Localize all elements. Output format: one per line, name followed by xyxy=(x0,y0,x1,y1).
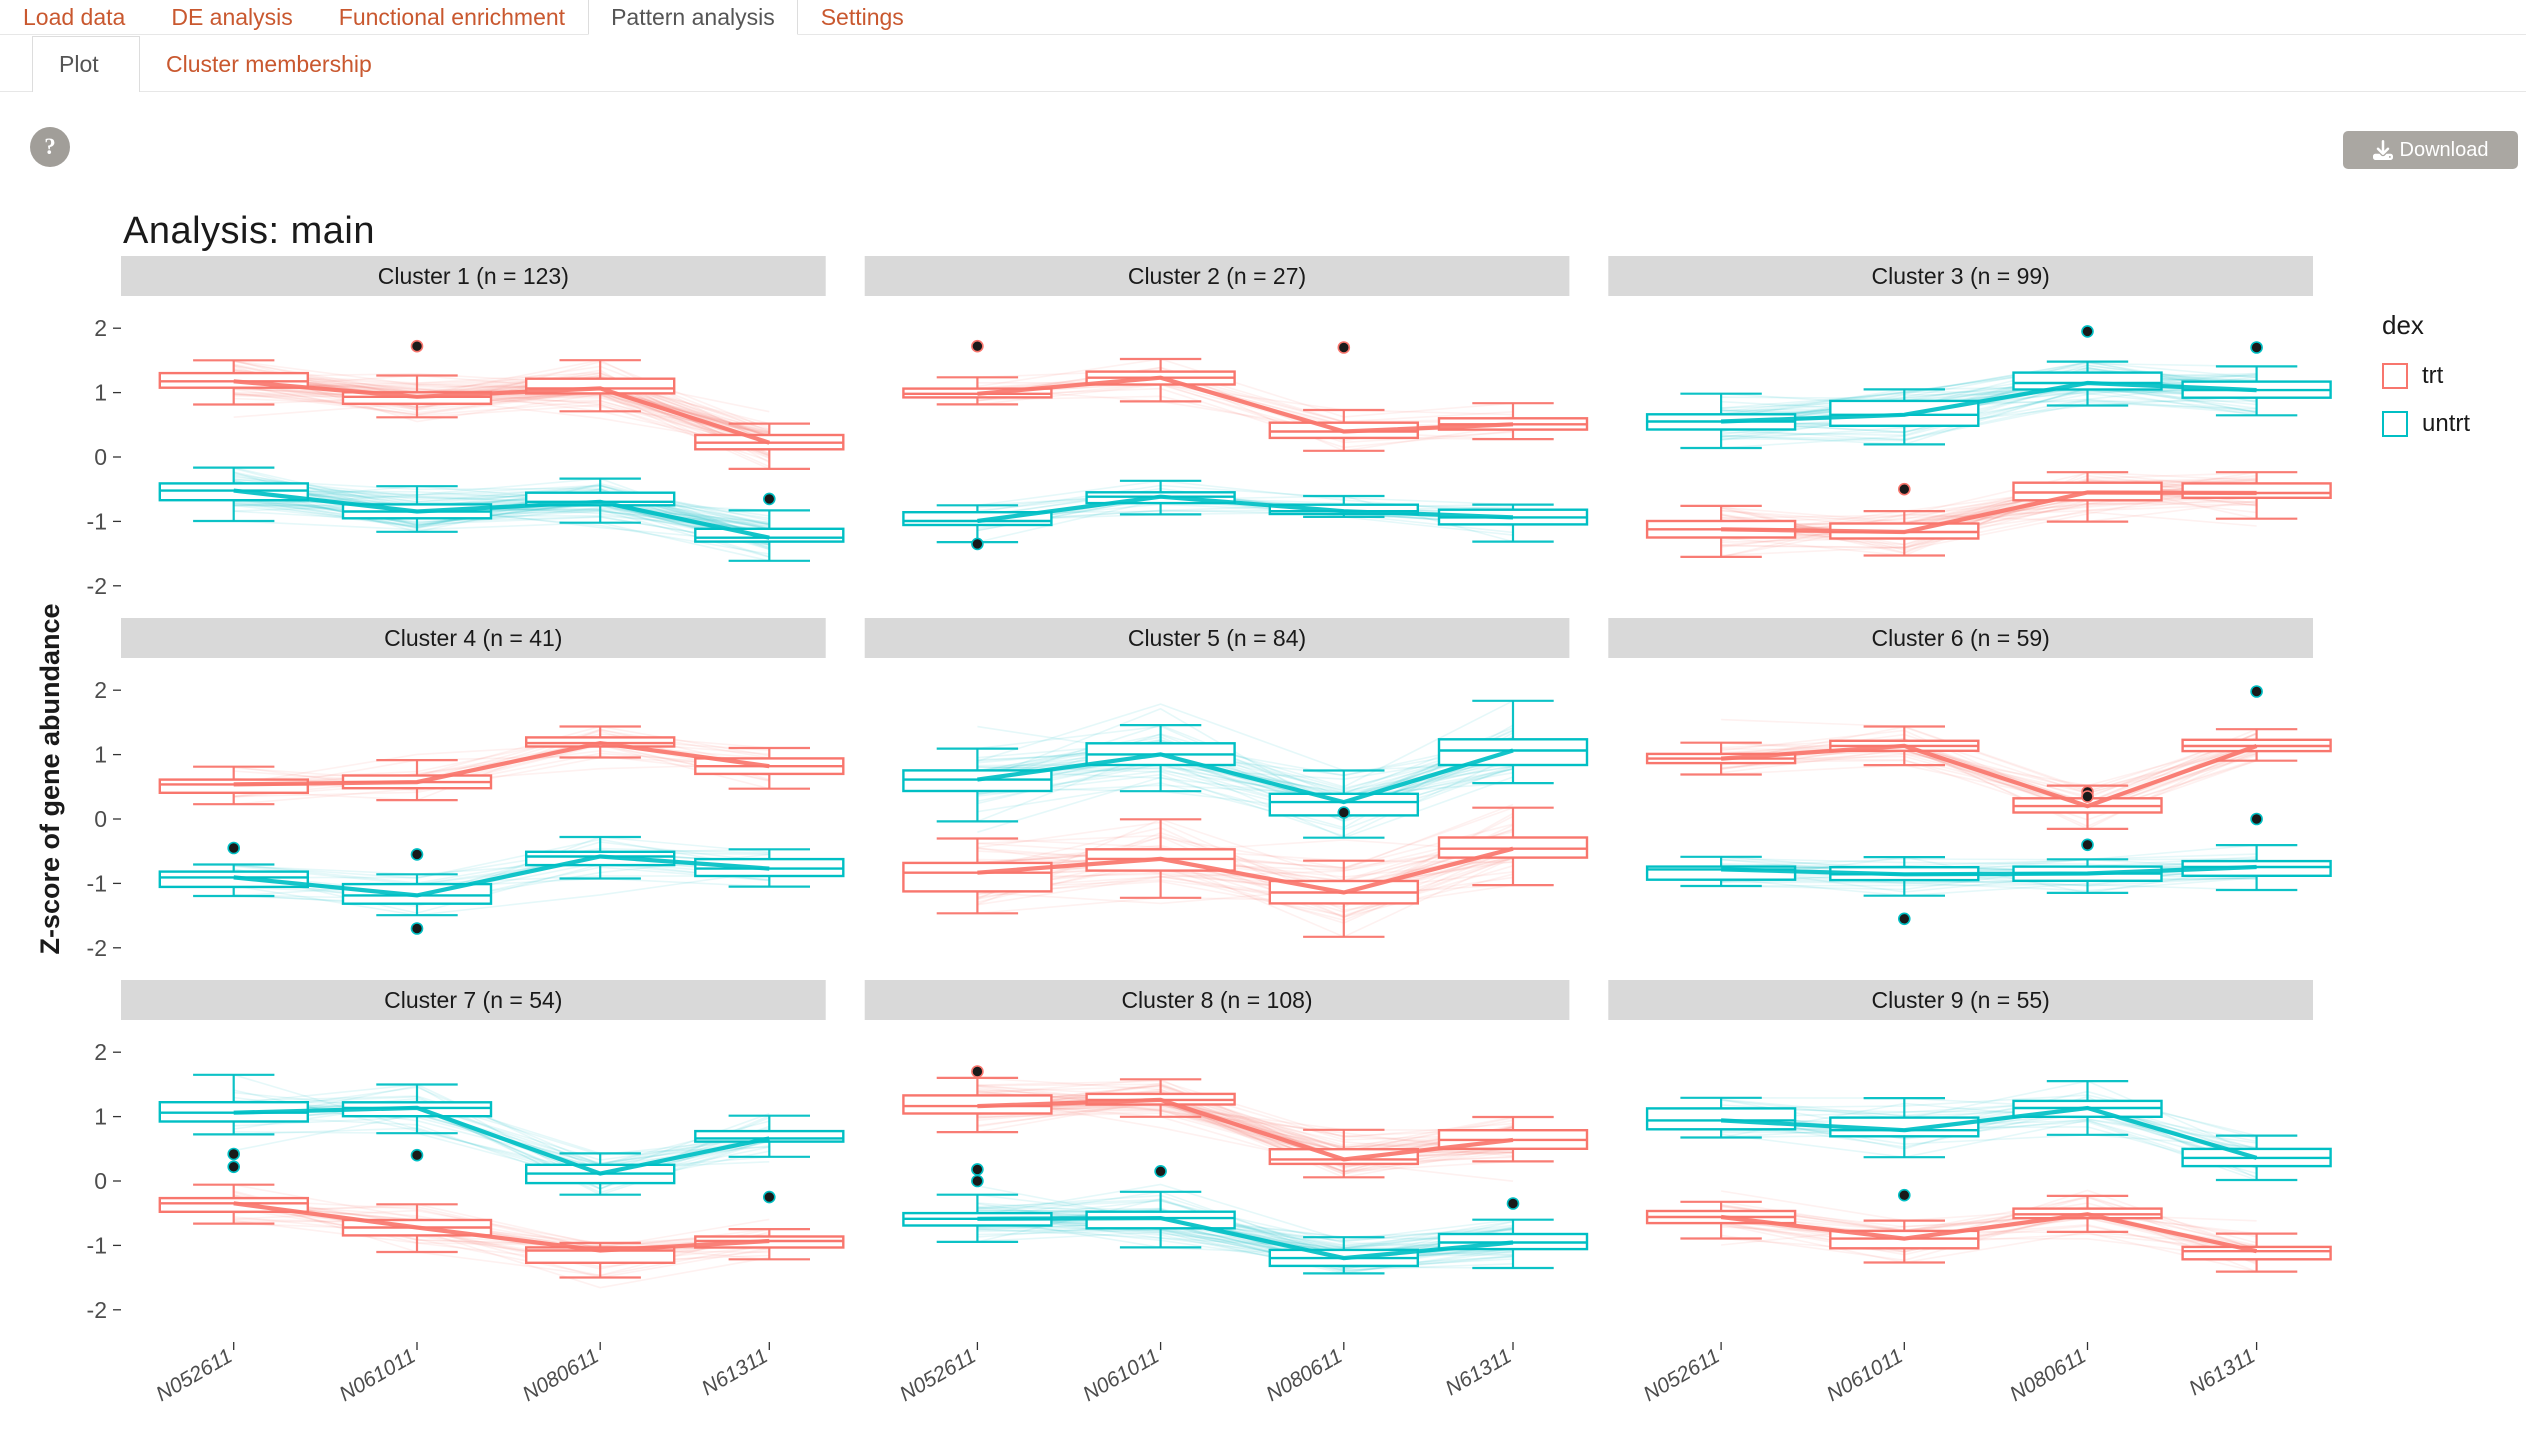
svg-text:1: 1 xyxy=(94,742,107,768)
svg-text:-2: -2 xyxy=(87,1297,107,1323)
svg-text:N061011: N061011 xyxy=(1823,1344,1907,1406)
svg-text:Cluster 2 (n = 27): Cluster 2 (n = 27) xyxy=(1128,263,1306,289)
svg-text:1: 1 xyxy=(94,1104,107,1130)
svg-text:N052611: N052611 xyxy=(1640,1344,1724,1406)
svg-text:Cluster 4 (n = 41): Cluster 4 (n = 41) xyxy=(384,625,562,651)
svg-text:-1: -1 xyxy=(87,508,107,534)
svg-text:N061011: N061011 xyxy=(336,1344,420,1406)
svg-text:N080611: N080611 xyxy=(2006,1344,2090,1406)
svg-text:0: 0 xyxy=(94,806,107,832)
svg-text:N080611: N080611 xyxy=(1262,1344,1346,1406)
svg-text:N61311: N61311 xyxy=(698,1344,772,1400)
svg-text:-2: -2 xyxy=(87,573,107,599)
svg-text:N61311: N61311 xyxy=(2185,1344,2259,1400)
svg-text:N080611: N080611 xyxy=(519,1344,603,1406)
svg-text:Cluster 5 (n = 84): Cluster 5 (n = 84) xyxy=(1128,625,1306,651)
svg-text:Cluster 7 (n = 54): Cluster 7 (n = 54) xyxy=(384,987,562,1013)
svg-text:N052611: N052611 xyxy=(152,1344,236,1406)
svg-text:Cluster 1 (n = 123): Cluster 1 (n = 123) xyxy=(378,263,569,289)
svg-text:-2: -2 xyxy=(87,935,107,961)
svg-text:2: 2 xyxy=(94,315,107,341)
svg-text:-1: -1 xyxy=(87,1232,107,1258)
svg-text:0: 0 xyxy=(94,444,107,470)
svg-text:N61311: N61311 xyxy=(1442,1344,1516,1400)
svg-text:N061011: N061011 xyxy=(1079,1344,1163,1406)
svg-text:N052611: N052611 xyxy=(896,1344,980,1406)
svg-text:-1: -1 xyxy=(87,870,107,896)
svg-text:0: 0 xyxy=(94,1168,107,1194)
svg-text:Cluster 6 (n = 59): Cluster 6 (n = 59) xyxy=(1872,625,2050,651)
svg-text:Cluster 9 (n = 55): Cluster 9 (n = 55) xyxy=(1872,987,2050,1013)
svg-text:2: 2 xyxy=(94,1039,107,1065)
svg-text:1: 1 xyxy=(94,380,107,406)
svg-text:Cluster 8 (n = 108): Cluster 8 (n = 108) xyxy=(1121,987,1312,1013)
svg-text:Cluster 3 (n = 99): Cluster 3 (n = 99) xyxy=(1872,263,2050,289)
svg-text:2: 2 xyxy=(94,677,107,703)
